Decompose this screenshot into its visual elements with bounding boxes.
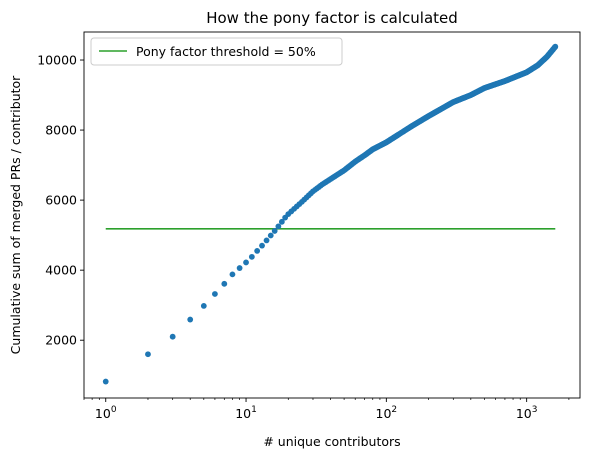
data-point [248, 253, 255, 260]
data-point [169, 333, 176, 340]
data-point [221, 280, 228, 287]
y-axis: 2000 4000 6000 8000 10000 [37, 53, 84, 348]
legend-frame [90, 37, 343, 66]
plot-area [84, 32, 580, 398]
data-point [254, 247, 261, 254]
data-points [102, 43, 559, 385]
data-point [271, 228, 278, 234]
chart-title: How the pony factor is calculated [206, 9, 458, 27]
plot-frame [83, 31, 581, 399]
x-tick-label: 100 [95, 405, 117, 421]
data-point [278, 218, 285, 225]
legend: Pony factor threshold = 50% [90, 37, 343, 66]
data-point [275, 223, 282, 230]
data-point [200, 302, 207, 309]
data-point [229, 271, 236, 278]
data-point [552, 43, 559, 50]
x-axis-label: # unique contributors [263, 434, 400, 449]
data-point [212, 291, 218, 297]
data-point [267, 232, 274, 239]
y-tick-label: 6000 [45, 193, 77, 208]
x-tick-label: 101 [235, 405, 257, 421]
data-point [243, 259, 249, 266]
legend-label: Pony factor threshold = 50% [136, 44, 316, 59]
data-point [187, 316, 194, 323]
data-point [102, 378, 109, 385]
x-tick-label: 102 [376, 405, 398, 421]
data-point [259, 242, 265, 249]
y-axis-label: Cumulative sum of merged PRs / contribut… [8, 75, 23, 354]
data-point [263, 237, 270, 244]
y-tick-label: 10000 [37, 53, 77, 68]
data-point [145, 351, 151, 358]
y-tick-label: 8000 [45, 123, 77, 138]
data-point [236, 265, 243, 271]
y-tick-label: 2000 [45, 333, 77, 348]
y-tick-label: 4000 [45, 263, 77, 278]
x-axis: 100 101 102 103 [83, 398, 570, 421]
x-tick-label: 103 [516, 405, 538, 421]
